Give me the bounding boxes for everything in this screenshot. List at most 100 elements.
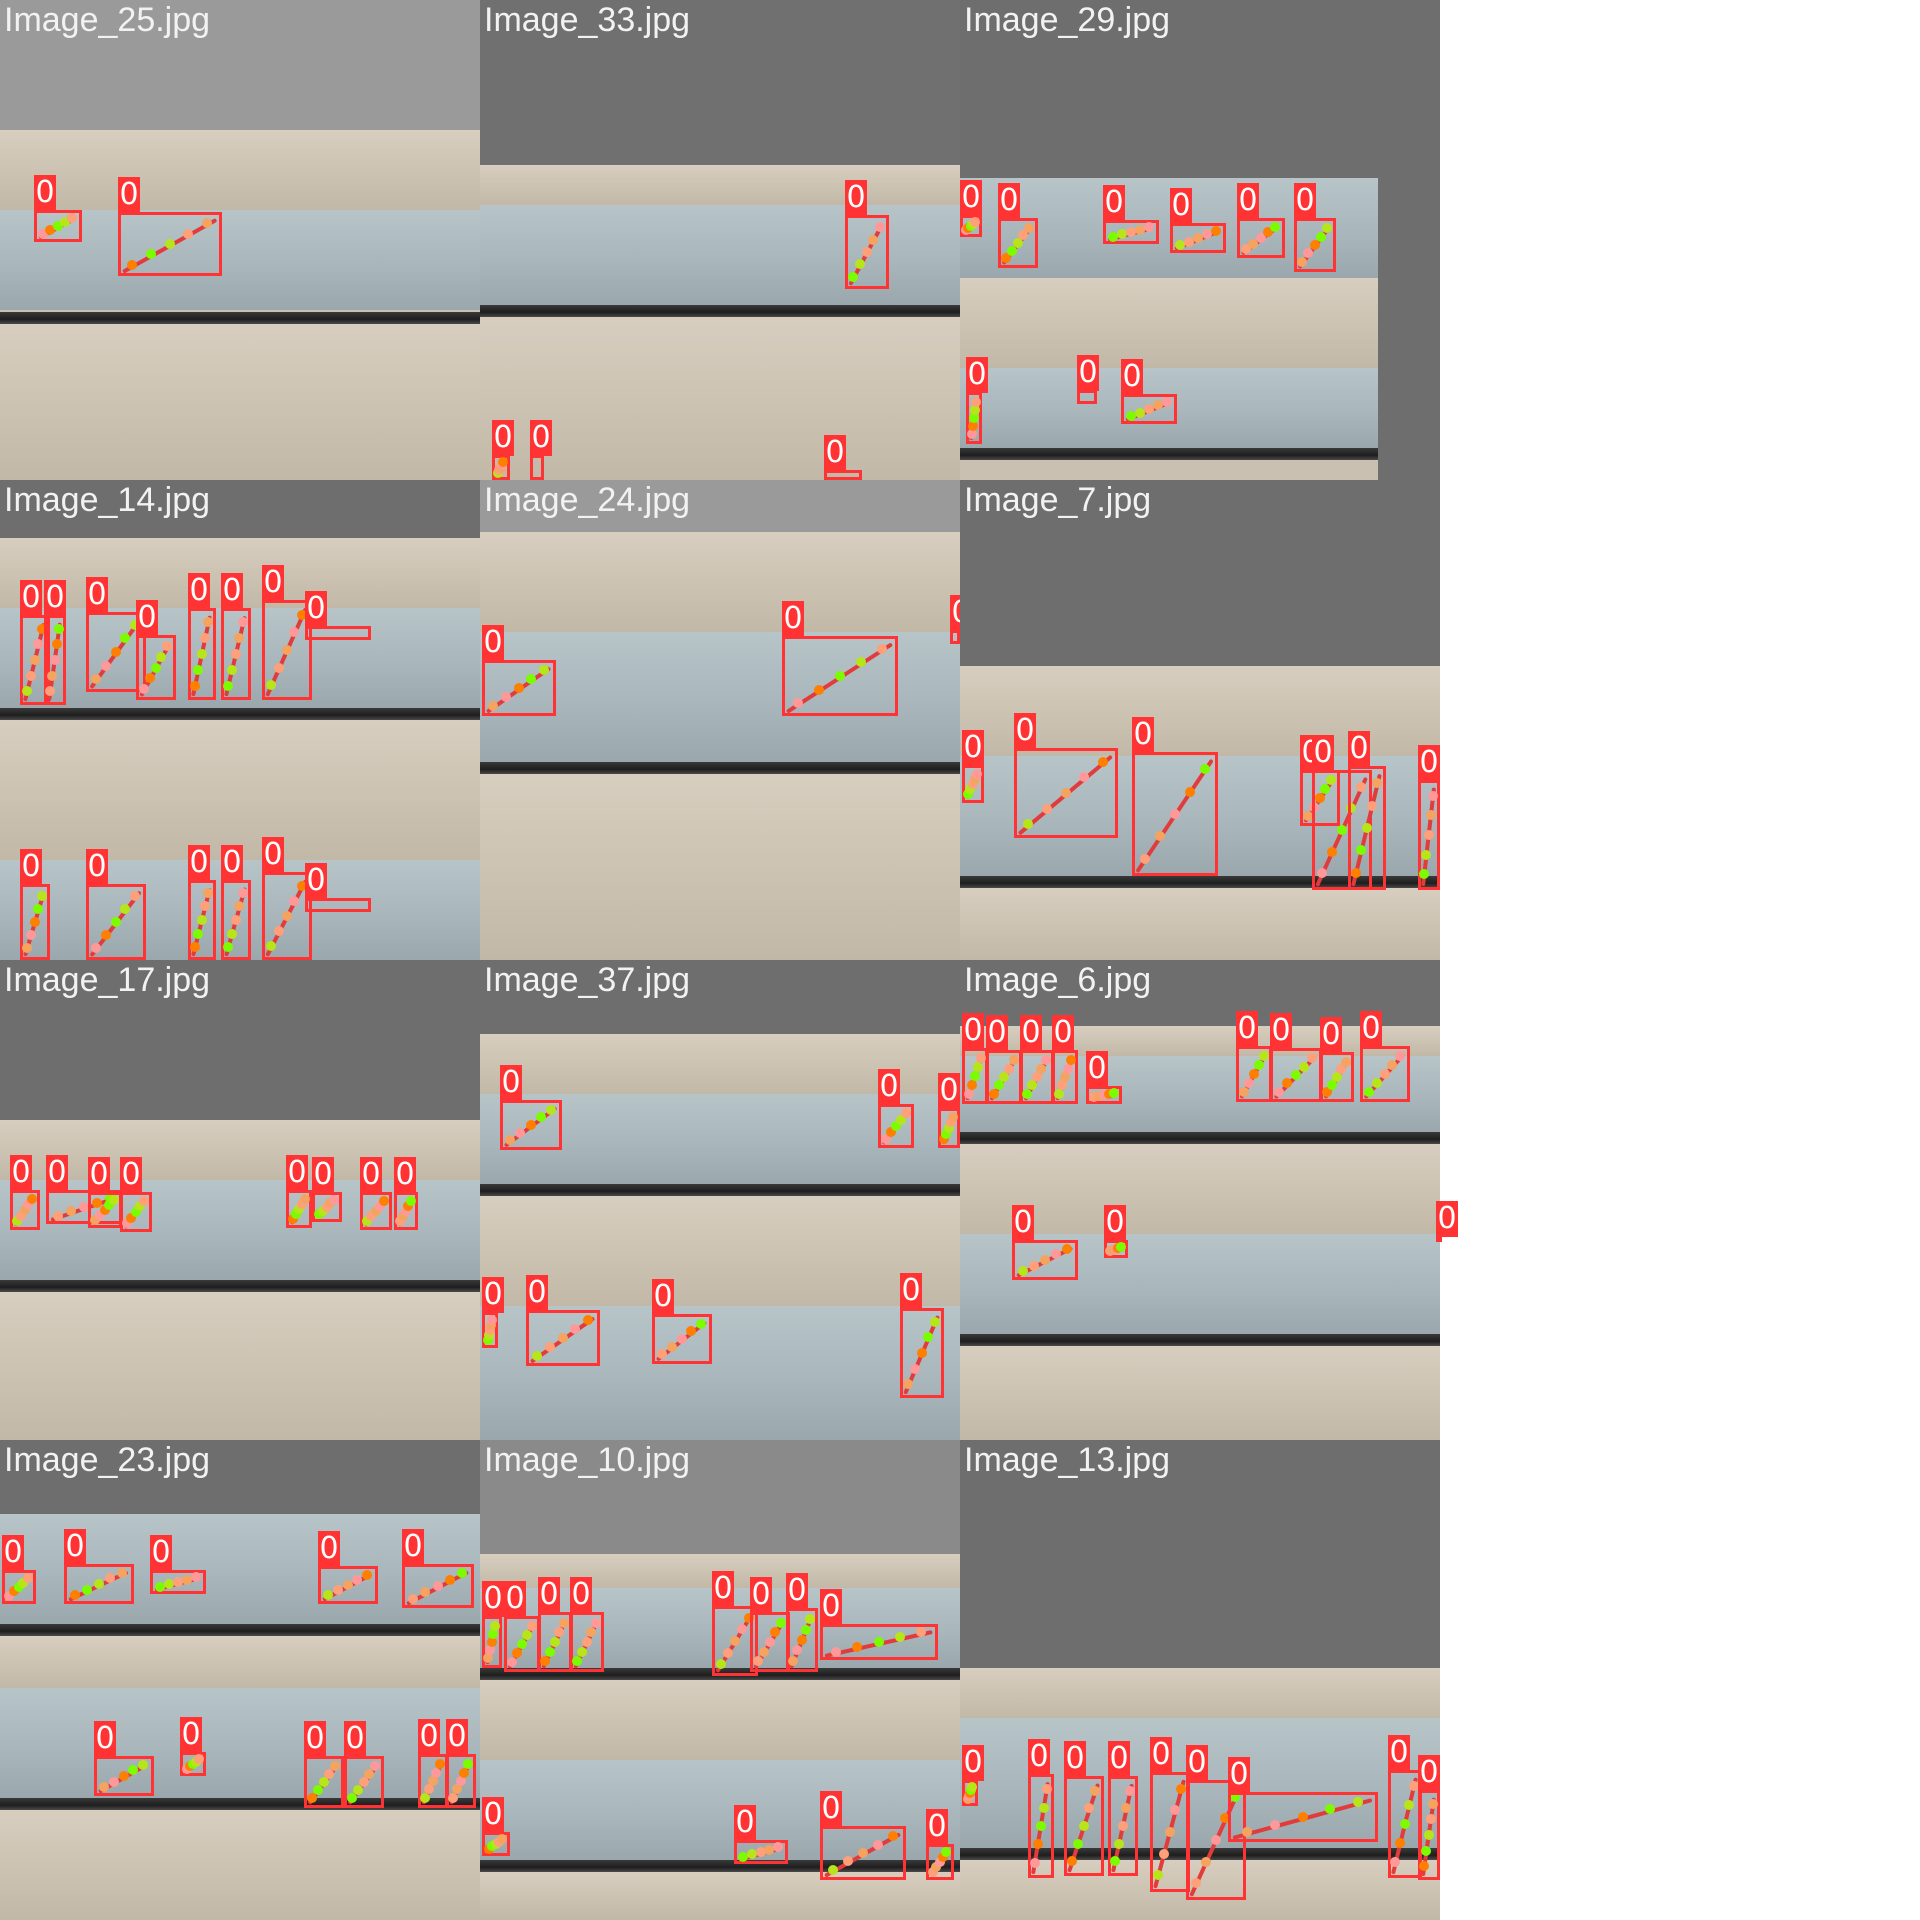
detection-box[interactable]: 0 — [1121, 359, 1177, 424]
detection-box[interactable]: 0 — [1320, 1017, 1354, 1102]
image-tile[interactable]: Image_29.jpg 0 0 0 0 0 0 0 0 0 — [960, 0, 1440, 480]
detection-box[interactable]: 0 — [1052, 1015, 1078, 1104]
image-tile[interactable]: Image_10.jpg 0 0 0 0 0 0 0 0 0 0 0 0 — [480, 1440, 960, 1920]
detection-box[interactable]: 0 — [998, 183, 1038, 268]
detection-box[interactable]: 0 — [20, 849, 50, 960]
detection-box[interactable]: 0 — [782, 601, 898, 716]
detection-box[interactable]: 0 — [734, 1805, 788, 1864]
detection-box[interactable]: 0 — [966, 357, 988, 444]
detection-box[interactable]: 0 — [221, 845, 251, 960]
detection-box[interactable]: 0 — [394, 1157, 418, 1230]
detection-box[interactable]: 0 — [824, 435, 862, 480]
image-tile[interactable]: Image_6.jpg 0 0 0 0 0 0 0 0 0 0 0 0 — [960, 960, 1458, 1440]
detection-box[interactable]: 0 — [986, 1015, 1022, 1104]
detection-box[interactable]: 0 — [962, 1745, 984, 1806]
detection-box[interactable]: 0 — [86, 849, 146, 960]
detection-box[interactable]: 0 — [305, 591, 371, 640]
detection-box[interactable]: 0 — [44, 580, 66, 705]
detection-box[interactable]: 0 — [94, 1721, 154, 1796]
detection-box[interactable]: 0 — [418, 1719, 448, 1808]
detection-box[interactable]: 0 — [482, 625, 556, 716]
detection-box[interactable]: 0 — [1388, 1735, 1422, 1878]
image-tile[interactable]: Image_37.jpg 0 0 0 0 0 0 0 — [480, 960, 960, 1440]
detection-box[interactable]: 0 — [1012, 1205, 1078, 1280]
detection-box[interactable]: 0 — [360, 1157, 392, 1230]
image-tile[interactable]: Image_33.jpg 0 0 0 0 — [480, 0, 960, 480]
detection-box[interactable]: 0 — [262, 565, 312, 700]
detection-box[interactable]: 0 — [504, 1581, 540, 1672]
detection-box[interactable]: 0 — [1014, 713, 1118, 838]
image-tile[interactable]: Image_7.jpg 0 0 0 0 0 0 0 — [960, 480, 1440, 960]
image-tile[interactable]: Image_25.jpg 0 0 — [0, 0, 480, 480]
detection-box[interactable]: 0 — [1077, 355, 1099, 404]
detection-box[interactable]: 0 — [64, 1529, 134, 1604]
detection-box[interactable]: 0 — [962, 1013, 988, 1104]
detection-box[interactable]: 0 — [926, 1809, 954, 1880]
detection-box[interactable]: 0 — [712, 1571, 758, 1676]
detection-box[interactable]: 0 — [286, 1155, 312, 1228]
detection-box[interactable]: 0 — [10, 1155, 40, 1230]
detection-box[interactable]: 0 — [2, 1535, 36, 1604]
detection-box[interactable]: 0 — [1348, 731, 1386, 890]
detection-box[interactable]: 0 — [1236, 1011, 1272, 1102]
detection-box[interactable]: 0 — [1418, 1755, 1440, 1880]
detection-box[interactable]: 0 — [136, 600, 176, 700]
detection-box[interactable]: 0 — [1150, 1737, 1190, 1892]
detection-box[interactable]: 0 — [150, 1535, 206, 1594]
detection-box[interactable]: 0 — [750, 1577, 790, 1672]
detection-box[interactable]: 0 — [1020, 1015, 1054, 1104]
detection-box[interactable]: 0 — [318, 1531, 378, 1604]
detection-box[interactable]: 0 — [570, 1577, 604, 1672]
detection-box[interactable]: 0 — [500, 1065, 562, 1150]
detection-box[interactable]: 0 — [652, 1279, 712, 1364]
detection-box[interactable]: 0 — [482, 1797, 510, 1856]
detection-box[interactable]: 0 — [118, 177, 222, 276]
detection-box[interactable]: 0 — [304, 1721, 344, 1808]
detection-box[interactable]: 0 — [120, 1157, 152, 1232]
detection-box[interactable]: 0 — [188, 573, 216, 700]
detection-box[interactable]: 0 — [262, 837, 312, 960]
detection-box[interactable]: 0 — [312, 1157, 342, 1222]
detection-box[interactable]: 0 — [86, 577, 146, 692]
detection-box[interactable]: 0 — [960, 180, 982, 237]
detection-box[interactable]: 0 — [530, 420, 552, 480]
detection-box[interactable]: 0 — [938, 1073, 960, 1148]
detection-box[interactable]: 0 — [180, 1717, 206, 1776]
detection-box[interactable]: 0 — [1103, 185, 1159, 244]
detection-box[interactable]: 0 — [538, 1577, 572, 1672]
detection-box[interactable]: 0 — [305, 863, 371, 912]
image-tile[interactable]: Image_17.jpg 0 0 0 0 0 0 0 0 — [0, 960, 480, 1440]
image-tile[interactable]: Image_23.jpg 0 0 0 0 0 0 0 0 0 0 0 — [0, 1440, 480, 1920]
detection-box[interactable]: 0 — [221, 573, 251, 700]
detection-box[interactable]: 0 — [962, 730, 984, 803]
detection-box[interactable]: 0 — [446, 1719, 476, 1808]
detection-box[interactable]: 0 — [1064, 1741, 1104, 1876]
detection-box[interactable]: 0 — [845, 180, 889, 289]
detection-box[interactable]: 0 — [492, 420, 514, 480]
detection-box[interactable]: 0 — [20, 580, 50, 705]
image-tile[interactable]: Image_14.jpg 0 0 0 0 0 0 0 0 0 0 0 0 0 0 — [0, 480, 480, 960]
detection-box[interactable]: 0 — [950, 595, 960, 644]
detection-box[interactable]: 0 — [1418, 745, 1440, 890]
detection-box[interactable]: 0 — [482, 1277, 504, 1348]
detection-box[interactable]: 0 — [34, 175, 82, 242]
detection-box[interactable]: 0 — [1028, 1739, 1054, 1878]
image-tile[interactable]: Image_24.jpg 0 0 0 — [480, 480, 960, 960]
detection-box[interactable]: 0 — [1086, 1051, 1122, 1104]
detection-box[interactable]: 0 — [344, 1721, 384, 1808]
detection-box[interactable]: 0 — [1360, 1011, 1410, 1102]
detection-box[interactable]: 0 — [786, 1573, 818, 1672]
detection-box[interactable]: 0 — [1108, 1741, 1138, 1876]
detection-box[interactable]: 0 — [1228, 1757, 1378, 1842]
detection-box[interactable]: 0 — [820, 1589, 938, 1660]
detection-box[interactable]: 0 — [88, 1157, 122, 1228]
detection-box[interactable]: 0 — [526, 1275, 600, 1366]
detection-box[interactable]: 0 — [482, 1581, 504, 1668]
detection-box[interactable]: 0 — [1294, 183, 1336, 272]
detection-box[interactable]: 0 — [1170, 188, 1226, 253]
detection-box[interactable]: 0 — [188, 845, 216, 960]
detection-box[interactable]: 0 — [878, 1069, 914, 1148]
detection-box[interactable]: 0 — [1270, 1013, 1322, 1102]
detection-box[interactable]: 0 — [900, 1273, 944, 1398]
detection-box[interactable]: 0 — [1132, 717, 1218, 876]
